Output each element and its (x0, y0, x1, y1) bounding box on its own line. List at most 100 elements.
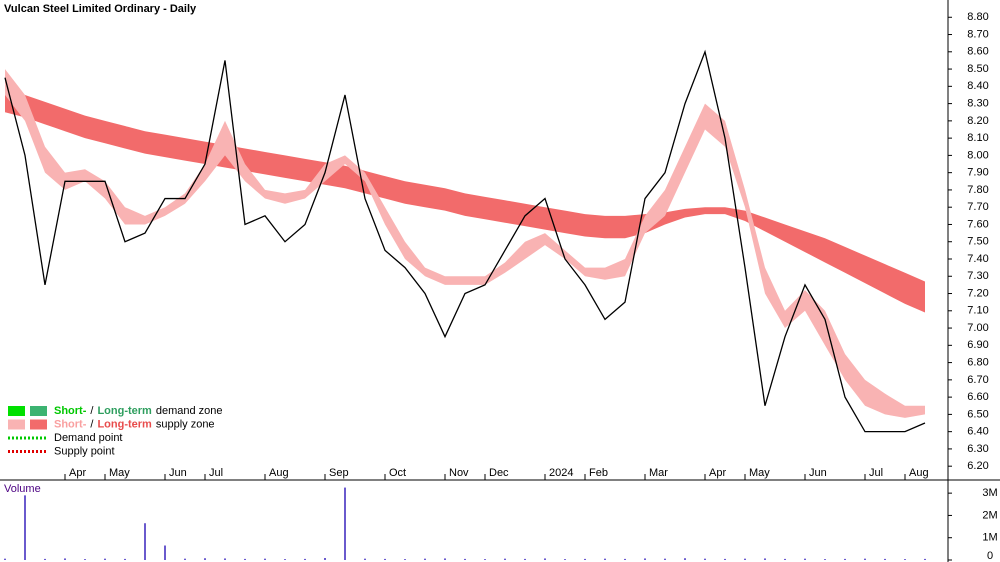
volume-bar (304, 558, 306, 560)
y-tick-label: 7.60 (967, 218, 988, 230)
volume-bar (344, 487, 346, 560)
y-tick-label: 7.50 (967, 236, 988, 248)
x-tick-label: Jul (869, 467, 883, 479)
y-tick-label: 8.10 (967, 132, 988, 144)
y-tick-label: 7.90 (967, 167, 988, 179)
y-tick-label: 8.50 (967, 63, 988, 75)
x-tick-label: Apr (69, 467, 86, 479)
y-tick-label: 6.60 (967, 391, 988, 403)
volume-bar (264, 558, 266, 560)
x-tick-label: May (749, 467, 770, 479)
volume-bar (224, 558, 226, 560)
volume-bar (384, 558, 386, 560)
x-tick-label: Nov (449, 467, 469, 479)
y-tick-label: 7.10 (967, 305, 988, 317)
x-tick-label: Aug (269, 467, 289, 479)
y-tick-label: 8.30 (967, 98, 988, 110)
volume-bar (444, 558, 446, 560)
x-tick-label: 2024 (549, 467, 573, 479)
y-tick-label: 8.70 (967, 28, 988, 40)
y-tick-label: 8.40 (967, 80, 988, 92)
x-tick-label: Jun (809, 467, 827, 479)
x-tick-label: Sep (329, 467, 349, 479)
volume-bar (504, 558, 506, 560)
volume-bar (904, 559, 906, 560)
zone-band (5, 69, 925, 418)
x-tick-label: Jul (209, 467, 223, 479)
x-tick-label: May (109, 467, 130, 479)
volume-bar (624, 558, 626, 560)
volume-bar (764, 558, 766, 560)
volume-bar (124, 558, 126, 560)
chart-title: Vulcan Steel Limited Ordinary - Daily (4, 3, 197, 15)
volume-title: Volume (4, 483, 41, 495)
y-tick-label: 6.40 (967, 426, 988, 438)
y-tick-label: 8.20 (967, 115, 988, 127)
legend-label: Demand point (54, 432, 123, 444)
volume-bar (404, 559, 406, 560)
volume-bar (924, 558, 926, 560)
volume-bar (644, 558, 646, 560)
volume-bar (604, 558, 606, 560)
volume-bar (524, 558, 526, 560)
volume-bar (804, 558, 806, 560)
volume-bar (44, 558, 46, 560)
volume-bar (784, 558, 786, 560)
legend-sep: / (90, 405, 94, 417)
volume-bar (744, 558, 746, 560)
volume-bar (24, 495, 26, 560)
legend-suffix: demand zone (156, 405, 223, 417)
legend-swatch (30, 406, 47, 416)
volume-bar (864, 558, 866, 560)
zone-band (5, 89, 925, 313)
volume-bar (324, 557, 326, 560)
legend-label: Supply point (54, 445, 115, 457)
y-tick-label: 0 (987, 550, 993, 562)
x-tick-label: Apr (709, 467, 726, 479)
x-tick-label: Dec (489, 467, 509, 479)
x-tick-label: Oct (389, 467, 406, 479)
y-tick-label: 6.90 (967, 339, 988, 351)
volume-bar (104, 558, 106, 560)
volume-bar (244, 558, 246, 560)
volume-bar (64, 558, 66, 560)
volume-bar (484, 559, 486, 560)
volume-bar (664, 558, 666, 560)
y-tick-label: 7.80 (967, 184, 988, 196)
y-tick-label: 6.50 (967, 408, 988, 420)
price-line (4, 49, 926, 433)
volume-bar (4, 558, 6, 560)
legend-short: Short- (54, 418, 87, 430)
volume-bar (564, 559, 566, 560)
volume-bar (424, 558, 426, 560)
volume-bar (824, 559, 826, 560)
legend-label: Short- / Long-term demand zone (54, 405, 223, 417)
x-tick-label: Jun (169, 467, 187, 479)
x-tick-label: Aug (909, 467, 929, 479)
volume-bar (184, 558, 186, 560)
volume-bar (84, 559, 86, 560)
volume-bar (144, 523, 146, 560)
x-tick-label: Mar (649, 467, 668, 479)
volume-bar (684, 558, 686, 560)
y-tick-label: 3M (982, 487, 997, 499)
volume-bar (844, 558, 846, 560)
legend-label: Short- / Long-term supply zone (54, 418, 215, 430)
legend-swatch (8, 419, 25, 430)
volume-bar (544, 558, 546, 560)
y-tick-label: 1M (982, 532, 997, 544)
volume-bar (704, 558, 706, 560)
legend-swatch (8, 406, 25, 416)
y-tick-label: 6.70 (967, 374, 988, 386)
volume-bar (164, 545, 166, 560)
y-tick-label: 8.60 (967, 46, 988, 58)
volume-bar (884, 558, 886, 560)
y-tick-label: 8.80 (967, 11, 988, 23)
legend-suffix: supply zone (156, 418, 215, 430)
legend-long: Long-term (97, 418, 152, 430)
volume-bar (284, 559, 286, 560)
volume-bar (204, 558, 206, 560)
